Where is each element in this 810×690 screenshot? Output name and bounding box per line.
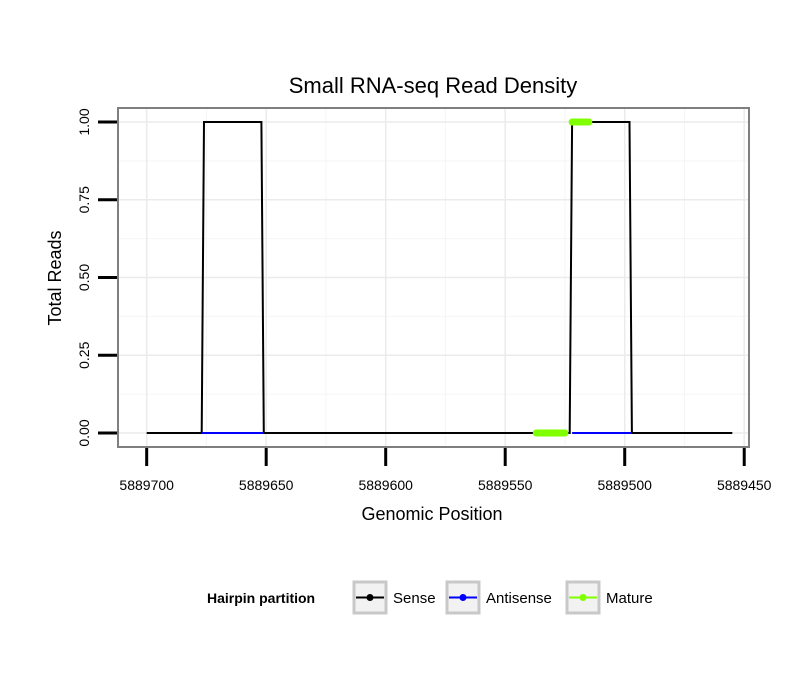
y-tick-label: 0.75 [76, 186, 92, 213]
x-tick-label: 5889600 [358, 477, 413, 493]
series-layer [146, 118, 733, 437]
antisense-legend-point [459, 594, 467, 601]
y-axis: 0.00 0.25 0.50 0.75 1.00 [76, 108, 117, 447]
y-tick-label: 1.00 [76, 108, 92, 135]
antisense-legend-label: Antisense [486, 590, 552, 607]
x-tick-label: 5889700 [119, 477, 174, 493]
y-tick-label: 0.00 [76, 419, 92, 446]
legend: Hairpin partition Sense Antisense Mature [207, 580, 653, 615]
y-tick-label: 0.50 [76, 264, 92, 291]
x-tick-label: 5889450 [717, 477, 772, 493]
grid-lines [118, 108, 749, 447]
sense-legend-label: Sense [393, 590, 436, 607]
chart-title: Small RNA-seq Read Density [289, 73, 578, 98]
x-tick-label: 5889500 [597, 477, 652, 493]
plot-panel-border [117, 107, 750, 448]
sense-legend-point [366, 594, 374, 601]
y-axis-title: Total Reads [45, 230, 65, 325]
x-axis-title: Genomic Position [361, 504, 502, 524]
mature-legend-label: Mature [606, 590, 653, 607]
y-tick-label: 0.25 [76, 341, 92, 368]
sense-line [146, 121, 733, 434]
x-tick-label: 5889550 [478, 477, 533, 493]
x-axis: 5889700 5889650 5889600 5889550 5889500 58894… [119, 448, 772, 493]
legend-title: Hairpin partition [207, 590, 315, 606]
x-tick-label: 5889650 [239, 477, 294, 493]
mature-legend-point [579, 594, 587, 601]
